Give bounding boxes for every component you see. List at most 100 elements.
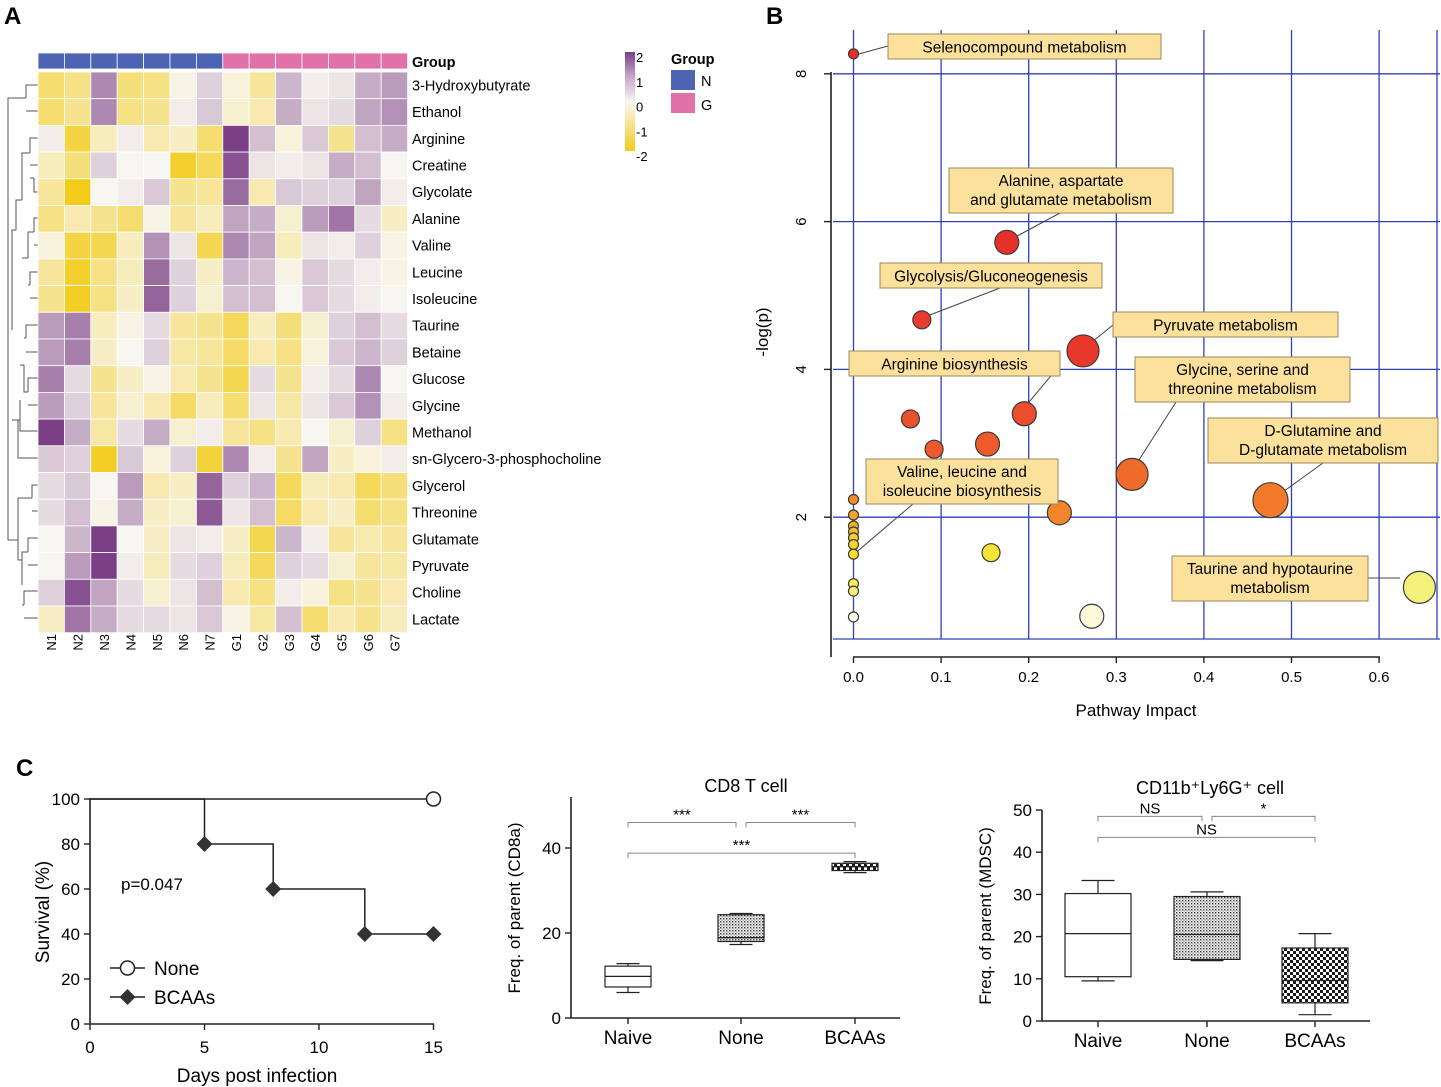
row-label: Isoleucine [412,292,477,308]
row-dendrogram [7,84,38,619]
heatmap-cell [90,178,118,206]
heatmap-cell [64,311,92,340]
cd8-box-category-label: None [718,1028,763,1049]
heatmap-cell [354,365,382,393]
heatmap-cell [116,205,144,233]
heatmap-cell [327,445,356,473]
heatmap-cell [327,258,356,286]
heatmap-cell [301,151,329,180]
heatmap-cell [116,125,144,153]
survival-x-tick-label: 10 [310,1038,329,1057]
mdsc-box-significance-label: * [1261,800,1267,817]
heatmap-cell [354,71,382,100]
heatmap-cell [64,258,92,286]
heatmap-cell [327,98,356,126]
heatmap-cell [301,445,329,473]
heatmap-cell [248,71,276,100]
annotation-label: D-Glutamine and [1264,423,1381,440]
cd8-box-significance-bracket [627,852,856,859]
survival-y-tick-label: 40 [61,925,80,944]
column-label: G7 [387,634,402,651]
bubble-point [924,439,944,459]
heatmap-cell [90,498,118,527]
heatmap-cell [116,525,144,554]
heatmap-cell [380,391,409,420]
heatmap-cell [143,311,171,340]
survival-y-tick-label: 80 [61,835,80,854]
heatmap-cell [380,472,409,500]
heatmap-cell [195,98,224,126]
column-label: G4 [308,634,323,651]
heatmap-cell [64,391,92,420]
heatmap-cell [275,338,303,367]
heatmap-cell [327,552,356,580]
heatmap-cell [301,258,329,286]
heatmap-cell [64,445,92,473]
heatmap-cell [64,498,92,527]
heatmap-cell [275,472,303,500]
panel-label-c: C [16,755,33,782]
heatmap-cell [37,418,65,447]
bubble-point [847,548,860,560]
color-scale-ticks: 2 1 0 -1 -2 [636,50,648,164]
heatmap-cell [354,178,382,206]
cd8-box-y-tick-label: 0 [552,1009,561,1028]
heatmap-cell [275,151,303,180]
color-scale-tick-label: 2 [636,50,643,65]
row-label: Pyruvate [412,559,469,575]
bubble-y-tick-label: 2 [793,513,810,521]
heatmap-cell [37,178,65,206]
heatmap-cell [169,605,197,634]
bubble-y-tick-label: 8 [793,70,810,78]
heatmap-cell [169,338,197,367]
heatmap-cell [169,71,197,100]
bubble-y-axis-label: -log(p) [753,307,772,356]
survival-marker-bcaas [265,881,282,897]
legend-label-none: None [154,959,199,980]
heatmap-cell [380,365,409,393]
heatmap-cell [248,205,276,233]
survival-y-tick-label: 100 [52,790,80,809]
heatmap-cell [195,418,224,447]
mdsc-box-significance-bracket [1211,815,1316,822]
heatmap-cell [222,125,250,153]
cd8-box-significance-label: *** [792,807,810,824]
heatmap-cell [64,338,92,367]
bubble-point [1252,482,1289,519]
heatmap-cell [354,605,382,634]
heatmap-cell [354,472,382,500]
heatmap-cell [222,258,250,286]
heatmap-cell [275,605,303,634]
heatmap-cell [275,285,303,313]
heatmap-cell [195,285,224,313]
annotation-leader-line [852,503,914,556]
heatmap-cell [90,578,118,607]
heatmap-cell [64,552,92,580]
heatmap-cell [222,365,250,393]
heatmap-cell [90,445,118,473]
heatmap-cell [143,285,171,313]
heatmap-cell [354,231,382,260]
heatmap-cell [143,178,171,206]
bubble-point [1079,603,1105,629]
heatmap-cell [37,338,65,367]
group-legend-title: Group [671,52,715,68]
heatmap-cell [90,125,118,153]
heatmap-cell [169,178,197,206]
heatmap-cell [90,525,118,554]
heatmap-cell [195,311,224,340]
row-label: Glycerol [412,479,465,495]
heatmap-cell [143,365,171,393]
bubble-x-tick-label: 0.0 [843,669,864,686]
heatmap-cell [222,285,250,313]
heatmap-cell [301,472,329,500]
heatmap-cell [90,205,118,233]
heatmap-cell [222,178,250,206]
heatmap-cell [169,231,197,260]
mdsc-box-box [1281,947,1349,1004]
heatmap-cell [90,151,118,180]
heatmap-cell [275,125,303,153]
column-label: N4 [123,634,138,651]
mdsc-box-y-tick-label: 0 [1023,1012,1032,1031]
heatmap-cell [275,178,303,206]
